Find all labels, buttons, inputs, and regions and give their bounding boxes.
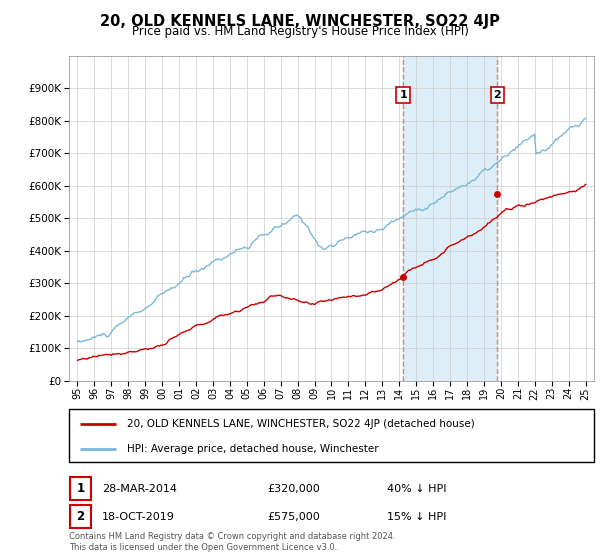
Text: HPI: Average price, detached house, Winchester: HPI: Average price, detached house, Winc… bbox=[127, 444, 379, 454]
Text: 1: 1 bbox=[399, 90, 407, 100]
Text: 18-OCT-2019: 18-OCT-2019 bbox=[102, 512, 175, 521]
Text: £575,000: £575,000 bbox=[267, 512, 320, 521]
Text: 2: 2 bbox=[76, 510, 85, 523]
Text: 15% ↓ HPI: 15% ↓ HPI bbox=[387, 512, 446, 521]
FancyBboxPatch shape bbox=[70, 505, 91, 528]
Text: 1: 1 bbox=[76, 482, 85, 495]
Text: £320,000: £320,000 bbox=[267, 484, 320, 493]
Text: 20, OLD KENNELS LANE, WINCHESTER, SO22 4JP: 20, OLD KENNELS LANE, WINCHESTER, SO22 4… bbox=[100, 14, 500, 29]
FancyBboxPatch shape bbox=[69, 409, 594, 462]
Text: Price paid vs. HM Land Registry's House Price Index (HPI): Price paid vs. HM Land Registry's House … bbox=[131, 25, 469, 38]
Text: 28-MAR-2014: 28-MAR-2014 bbox=[102, 484, 177, 493]
Text: 40% ↓ HPI: 40% ↓ HPI bbox=[387, 484, 446, 493]
Text: 2: 2 bbox=[494, 90, 502, 100]
FancyBboxPatch shape bbox=[70, 477, 91, 500]
Bar bbox=[403, 56, 497, 381]
Text: Contains HM Land Registry data © Crown copyright and database right 2024.
This d: Contains HM Land Registry data © Crown c… bbox=[69, 532, 395, 552]
Text: 20, OLD KENNELS LANE, WINCHESTER, SO22 4JP (detached house): 20, OLD KENNELS LANE, WINCHESTER, SO22 4… bbox=[127, 419, 475, 429]
